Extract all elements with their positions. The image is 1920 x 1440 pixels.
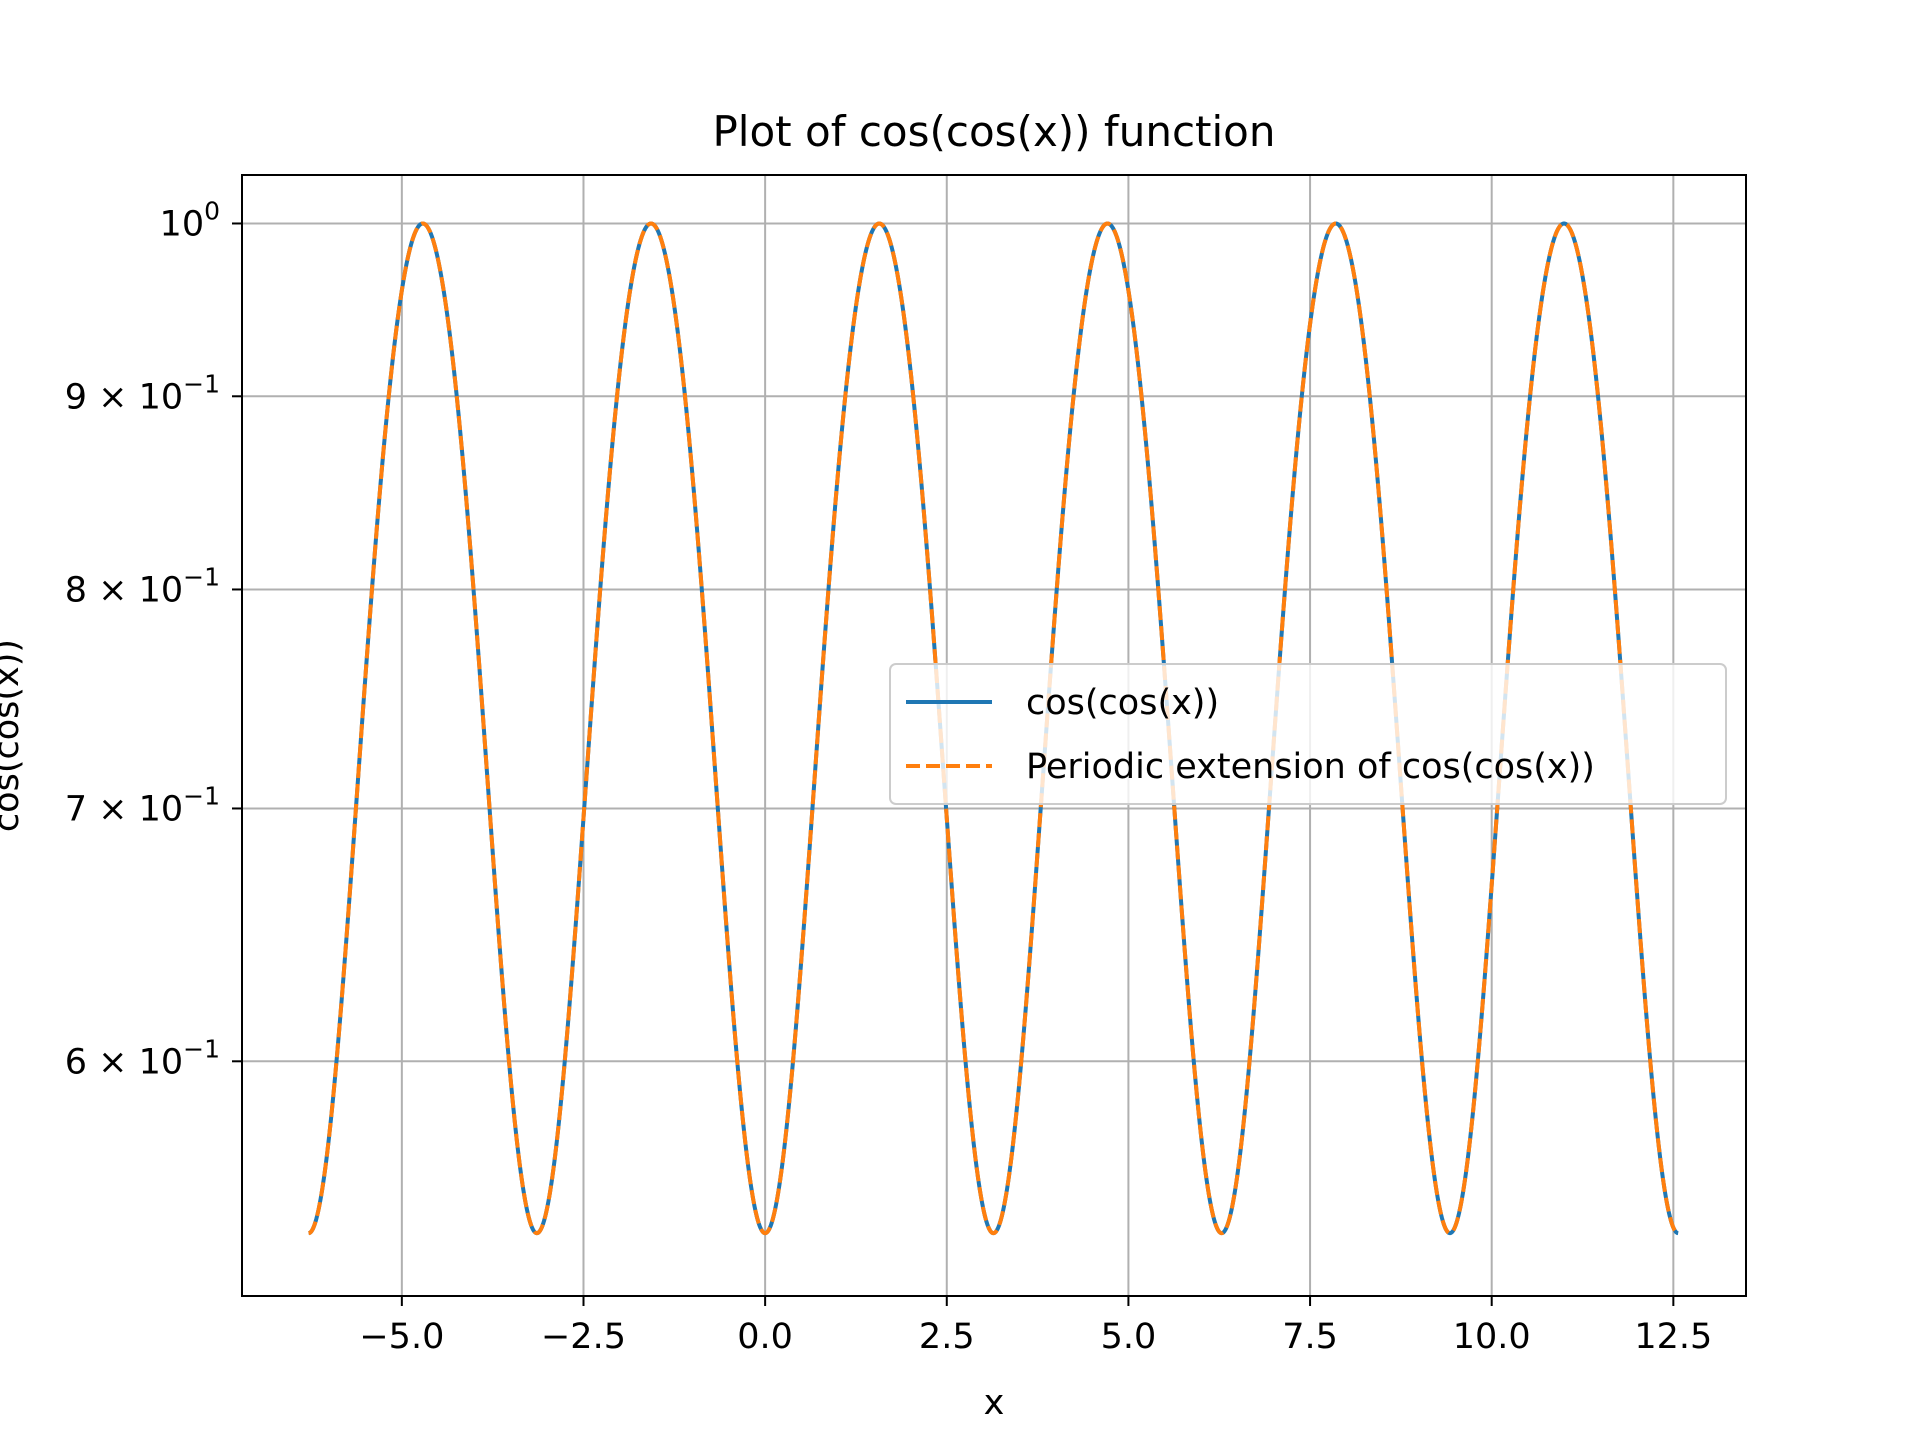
x-tick-label: 2.5 — [919, 1317, 975, 1357]
x-tick-label: 10.0 — [1453, 1317, 1531, 1357]
x-tick-label: −2.5 — [541, 1317, 626, 1357]
legend-label-cos-cos-x: cos(cos(x)) — [1026, 683, 1219, 723]
legend: cos(cos(x)) Periodic extension of cos(co… — [889, 663, 1727, 805]
y-tick-label: 8 × 10−1 — [65, 562, 220, 610]
y-tick-label: 7 × 10−1 — [65, 781, 220, 829]
x-tick-label: 12.5 — [1634, 1317, 1712, 1357]
series-layer — [307, 221, 1680, 1236]
legend-box — [889, 663, 1727, 805]
y-axis-label: cos(cos(x)) — [0, 639, 27, 832]
legend-label-periodic-extension: Periodic extension of cos(cos(x)) — [1026, 747, 1595, 787]
y-tick-label: 100 — [160, 196, 220, 244]
y-axis-ticks: 100 9 × 10−1 8 × 10−1 7 × 10−1 6 × 10−1 — [65, 196, 242, 1082]
plot-frame — [241, 174, 1747, 1297]
chart-title: Plot of cos(cos(x)) function — [712, 107, 1275, 156]
x-axis-ticks: −5.0 −2.5 0.0 2.5 5.0 7.5 10.0 12.5 — [359, 1296, 1712, 1357]
x-tick-label: −5.0 — [359, 1317, 444, 1357]
x-tick-label: 0.0 — [737, 1317, 793, 1357]
x-tick-label: 5.0 — [1101, 1317, 1157, 1357]
x-axis-label: x — [984, 1383, 1005, 1423]
y-tick-label: 6 × 10−1 — [65, 1034, 220, 1082]
series-line-1 — [307, 221, 1680, 1236]
x-tick-label: 7.5 — [1282, 1317, 1338, 1357]
y-tick-label: 9 × 10−1 — [65, 369, 220, 417]
